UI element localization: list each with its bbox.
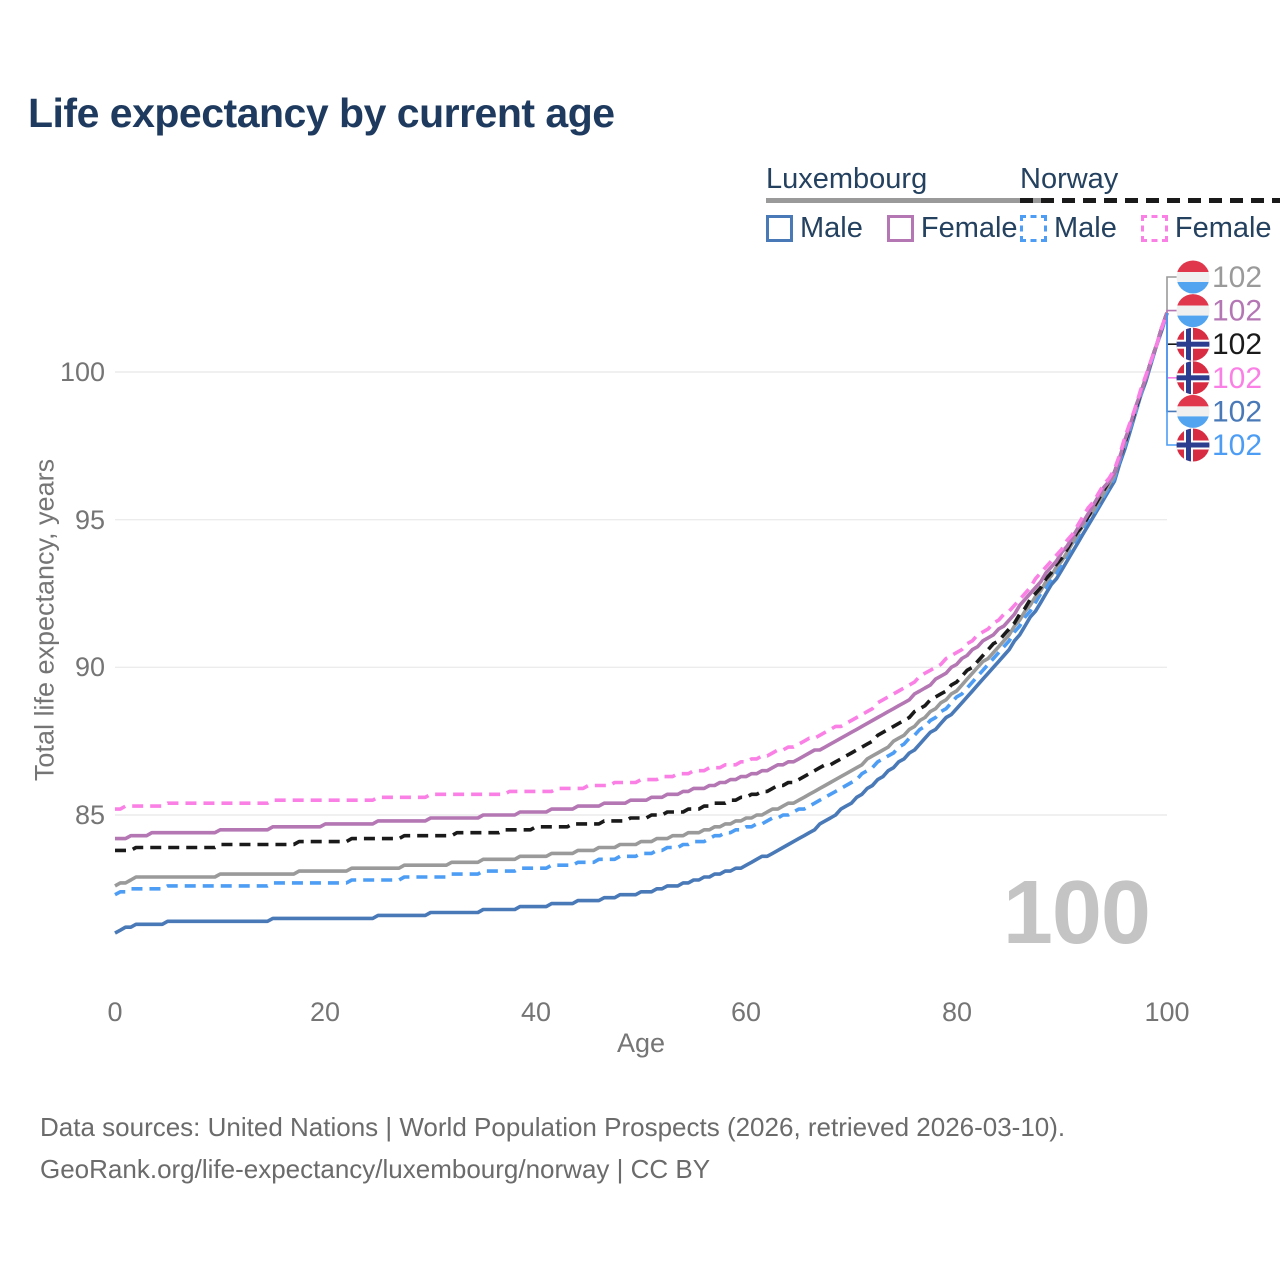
footer-attribution: GeoRank.org/life-expectancy/luxembourg/n… <box>40 1154 711 1184</box>
footer-data-sources: Data sources: United Nations | World Pop… <box>40 1112 1066 1142</box>
legend-label-luxembourg-male: Male <box>800 212 863 244</box>
legend-label-luxembourg-female: Female <box>920 212 1018 244</box>
series-line-norway-total[interactable] <box>115 312 1169 853</box>
x-tick-0: 0 <box>107 997 123 1027</box>
series-line-norway-female[interactable] <box>115 312 1169 811</box>
legend-header-norway[interactable]: Norway <box>1020 163 1119 195</box>
y-tick-85: 85 <box>74 800 105 830</box>
end-label-leader-norway-male <box>1166 312 1177 446</box>
age-counter: 100 <box>1002 863 1151 963</box>
x-tick-100: 100 <box>1144 997 1190 1027</box>
end-value-label-luxembourg-male: 102 <box>1212 395 1262 428</box>
series-line-luxembourg-total[interactable] <box>114 312 1169 888</box>
x-tick-60: 60 <box>730 997 762 1027</box>
end-label-leader-luxembourg-female <box>1166 309 1177 313</box>
y-tick-100: 100 <box>59 357 105 387</box>
end-value-label-norway-male: 102 <box>1212 429 1262 462</box>
luxembourg-flag-icon <box>1176 294 1210 328</box>
legend-group-norway: Norway Male Female <box>1020 163 1280 245</box>
norway-flag-icon <box>1176 428 1210 462</box>
legend-item-luxembourg-female[interactable]: Female <box>886 212 1018 245</box>
y-tick-95: 95 <box>74 505 105 535</box>
legend-label-norway-female: Female <box>1174 212 1272 244</box>
end-label-leader-luxembourg-total <box>1166 276 1177 313</box>
end-label-leader-luxembourg-male <box>1166 312 1177 413</box>
x-tick-20: 20 <box>309 997 341 1027</box>
legend-label-norway-male: Male <box>1054 212 1117 244</box>
legend-swatch-norway-female <box>1140 215 1168 242</box>
legend-item-luxembourg-male[interactable]: Male <box>766 212 863 245</box>
legend-swatch-luxembourg-female <box>886 215 914 242</box>
legend-underline-luxembourg-solid-line <box>766 198 1042 203</box>
x-axis-title: Age <box>616 1028 666 1058</box>
y-tick-90: 90 <box>74 652 105 682</box>
end-label-leader-norway-female <box>1166 312 1177 379</box>
luxembourg-flag-icon <box>1176 394 1210 428</box>
luxembourg-flag-icon <box>1176 260 1210 294</box>
end-value-label-luxembourg-total: 102 <box>1212 261 1262 294</box>
page-title: Life expectancy by current age <box>28 90 615 136</box>
end-value-label-luxembourg-female: 102 <box>1212 295 1262 328</box>
end-label-leader-norway-total <box>1166 312 1177 345</box>
legend-swatch-norway-male <box>1020 215 1047 242</box>
legend-swatch-luxembourg-male <box>766 215 793 242</box>
x-tick-80: 80 <box>941 997 973 1027</box>
end-value-label-norway-total: 102 <box>1212 328 1262 361</box>
legend-group-luxembourg: Luxembourg Male Female <box>766 163 1042 245</box>
norway-flag-icon <box>1176 327 1210 361</box>
legend-item-norway-male[interactable]: Male <box>1020 212 1117 245</box>
series-line-luxembourg-male[interactable] <box>114 312 1169 935</box>
series-line-luxembourg-female[interactable] <box>115 312 1169 841</box>
legend-header-luxembourg[interactable]: Luxembourg <box>766 163 928 195</box>
footer: Data sources: United Nations | World Pop… <box>40 1106 1065 1190</box>
legend-underline-norway-dashed-line <box>1020 198 1280 203</box>
norway-flag-icon <box>1176 361 1210 395</box>
end-value-label-norway-female: 102 <box>1212 362 1262 395</box>
x-tick-40: 40 <box>520 997 552 1027</box>
y-axis-title: Total life expectancy, years <box>29 458 60 782</box>
legend-item-norway-female[interactable]: Female <box>1140 212 1272 245</box>
series-line-norway-male[interactable] <box>114 312 1169 897</box>
